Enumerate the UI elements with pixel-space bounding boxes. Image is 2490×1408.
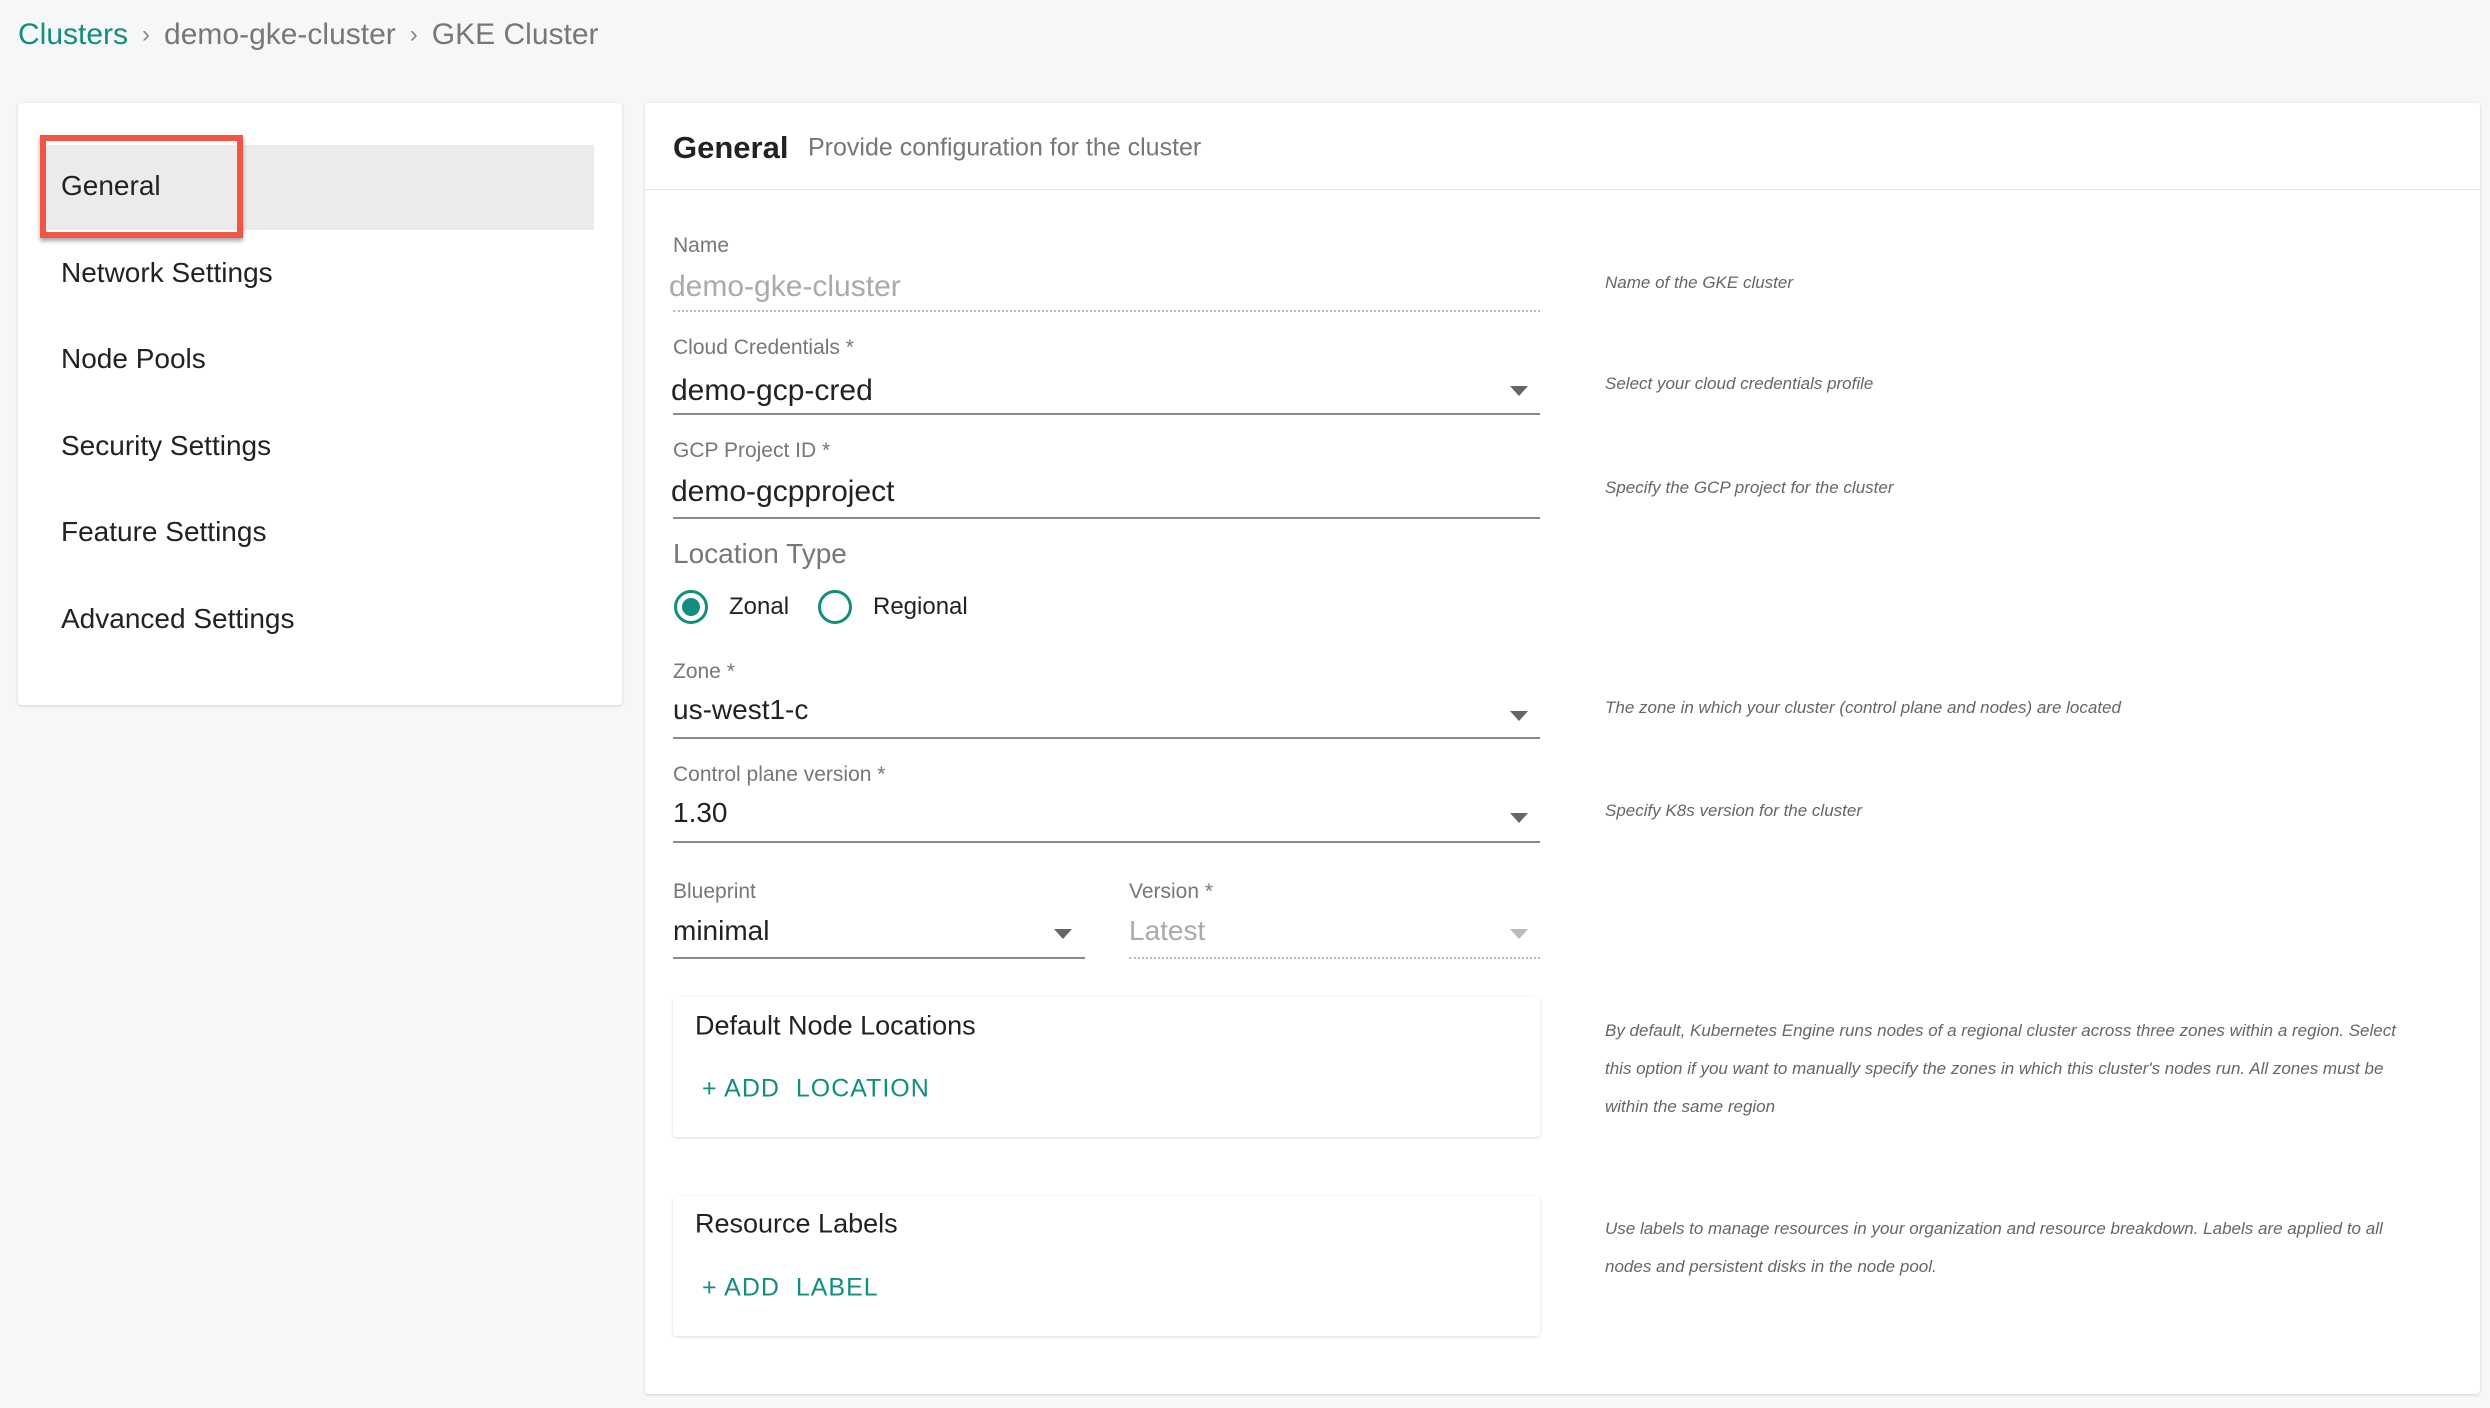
project-input[interactable]: demo-gcpproject bbox=[671, 475, 895, 508]
location-type-label: Location Type bbox=[673, 538, 847, 569]
breadcrumb-current: GKE Cluster bbox=[431, 18, 599, 51]
breadcrumb-cluster-link[interactable]: demo-gke-cluster bbox=[164, 18, 396, 51]
section-subtitle: Provide configuration for the cluster bbox=[808, 133, 1202, 162]
highlight-box bbox=[40, 135, 243, 238]
node-locations-help: within the same region bbox=[1605, 1097, 1776, 1116]
chevron-down-icon[interactable] bbox=[1510, 813, 1528, 823]
node-locations-help: this option if you want to manually spec… bbox=[1605, 1059, 2384, 1078]
name-label: Name bbox=[673, 234, 730, 257]
name-help: Name of the GKE cluster bbox=[1605, 273, 1794, 292]
breadcrumb-separator: › bbox=[142, 21, 151, 48]
breadcrumb: Clusters › demo-gke-cluster › GKE Cluste… bbox=[18, 18, 599, 52]
node-locations-title: Default Node Locations bbox=[695, 1010, 976, 1041]
radio-selected-dot bbox=[682, 598, 700, 616]
sidebar-item-general[interactable]: General bbox=[61, 170, 161, 201]
zone-select[interactable]: us-west1-c bbox=[673, 694, 809, 725]
radio-zonal[interactable] bbox=[674, 590, 708, 624]
sidebar-active-background bbox=[40, 145, 594, 230]
zone-help: The zone in which your cluster (control … bbox=[1605, 698, 2121, 717]
bp-version-label: Version * bbox=[1129, 880, 1214, 903]
cp-version-help: Specify K8s version for the cluster bbox=[1605, 801, 1863, 820]
bp-version-select: Latest bbox=[1129, 915, 1206, 946]
blueprint-label: Blueprint bbox=[673, 880, 756, 903]
credentials-select[interactable]: demo-gcp-cred bbox=[671, 374, 873, 407]
sidebar-item-network-settings[interactable]: Network Settings bbox=[61, 257, 273, 288]
blueprint-select[interactable]: minimal bbox=[673, 915, 770, 946]
radio-regional-label[interactable]: Regional bbox=[873, 593, 968, 620]
name-field: demo-gke-cluster bbox=[669, 270, 901, 303]
chevron-down-icon[interactable] bbox=[1510, 386, 1528, 396]
credentials-help: Select your cloud credentials profile bbox=[1605, 374, 1874, 393]
bp-version-underline bbox=[1129, 957, 1540, 959]
project-help: Specify the GCP project for the cluster bbox=[1605, 478, 1894, 497]
blueprint-underline bbox=[673, 957, 1085, 959]
node-locations-card bbox=[673, 997, 1540, 1137]
resource-labels-card bbox=[673, 1196, 1540, 1336]
radio-zonal-label[interactable]: Zonal bbox=[729, 593, 790, 620]
section-title: General bbox=[673, 130, 789, 165]
cp-version-select[interactable]: 1.30 bbox=[673, 797, 728, 828]
zone-underline bbox=[673, 737, 1540, 739]
chevron-down-icon[interactable] bbox=[1510, 711, 1528, 721]
resource-labels-help: Use labels to manage resources in your o… bbox=[1605, 1219, 2383, 1238]
add-label-button[interactable]: + ADD LABEL bbox=[702, 1273, 879, 1302]
node-locations-help: By default, Kubernetes Engine runs nodes… bbox=[1605, 1021, 2396, 1040]
project-underline bbox=[673, 517, 1540, 519]
cp-version-label: Control plane version * bbox=[673, 763, 886, 786]
radio-regional[interactable] bbox=[818, 590, 852, 624]
add-location-button[interactable]: + ADD LOCATION bbox=[702, 1074, 930, 1103]
resource-labels-title: Resource Labels bbox=[695, 1208, 898, 1239]
name-underline bbox=[673, 310, 1540, 312]
chevron-down-icon bbox=[1510, 929, 1528, 939]
breadcrumb-clusters-link[interactable]: Clusters bbox=[18, 18, 129, 51]
project-label: GCP Project ID * bbox=[673, 439, 831, 462]
chevron-down-icon[interactable] bbox=[1054, 929, 1072, 939]
main-panel bbox=[645, 103, 2480, 1394]
credentials-label: Cloud Credentials * bbox=[673, 336, 854, 359]
header-divider bbox=[645, 189, 2480, 190]
credentials-underline bbox=[673, 413, 1540, 415]
sidebar-item-advanced-settings[interactable]: Advanced Settings bbox=[61, 603, 295, 634]
sidebar-item-node-pools[interactable]: Node Pools bbox=[61, 343, 206, 374]
resource-labels-help: nodes and persistent disks in the node p… bbox=[1605, 1257, 1937, 1276]
sidebar-item-feature-settings[interactable]: Feature Settings bbox=[61, 516, 267, 547]
sidebar-item-security-settings[interactable]: Security Settings bbox=[61, 430, 272, 461]
breadcrumb-separator: › bbox=[409, 21, 418, 48]
zone-label: Zone * bbox=[673, 660, 735, 683]
cp-version-underline bbox=[673, 841, 1540, 843]
